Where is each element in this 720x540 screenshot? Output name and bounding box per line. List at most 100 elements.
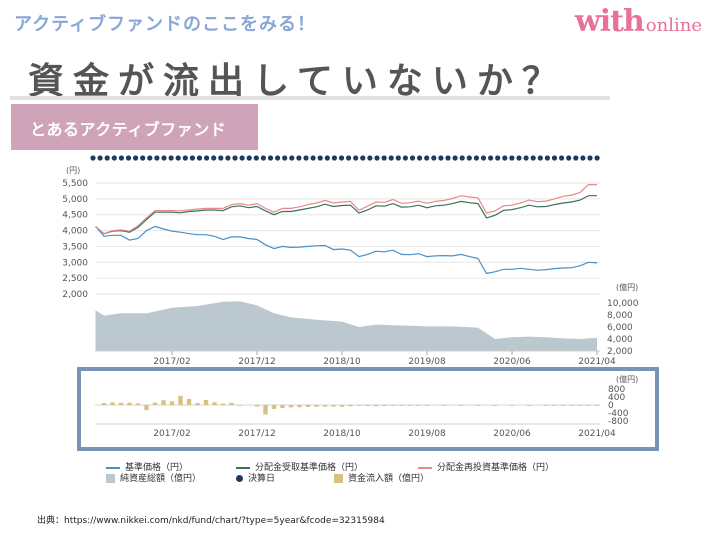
settlement-date-dot	[424, 155, 430, 161]
settlement-date-dot	[530, 155, 536, 161]
flow-y-tick-label: 800	[608, 385, 625, 395]
legend-item-settlement: 決算日	[236, 471, 275, 484]
flow-bar	[263, 405, 268, 415]
settlement-date-dot	[218, 155, 224, 161]
price-unit-label: (円)	[66, 166, 80, 175]
headline-rule	[10, 96, 610, 100]
settlement-date-dot	[90, 155, 96, 161]
flow-panel-highlight-frame	[77, 367, 659, 451]
settlement-date-dot	[154, 155, 160, 161]
settlement-date-dot	[495, 155, 501, 161]
settlement-date-dot	[204, 155, 210, 161]
eyebrow-label: アクティブファンドのここをみる！	[14, 14, 317, 35]
settlement-date-dot	[381, 155, 387, 161]
legend-label: 純資産総額（億円）	[120, 474, 202, 484]
settlement-date-dot	[246, 155, 252, 161]
settlement-date-dot	[367, 155, 373, 161]
flow-bar	[305, 405, 311, 407]
settlement-date-dot	[452, 155, 458, 161]
flow-bar	[152, 402, 158, 405]
legend-label: 決算日	[248, 474, 276, 484]
price-y-tick-label: 3,500	[62, 242, 88, 252]
settlement-date-dot	[289, 155, 295, 161]
reinvest-price-line	[95, 184, 597, 235]
settlement-date-dot	[324, 155, 330, 161]
settlement-date-dot	[587, 155, 593, 161]
legend-label: 分配金再投資基準価格（円）	[437, 463, 555, 473]
price-y-tick-label: 5,500	[62, 179, 88, 189]
settlement-date-dot	[346, 155, 352, 161]
settlement-date-dot	[466, 155, 472, 161]
x-tick-label: 2020/06	[493, 357, 531, 367]
assets-y-tick-label: 6,000	[607, 323, 633, 333]
settlement-date-dot	[196, 155, 203, 161]
settlement-date-dot	[168, 155, 174, 161]
fund-chart: 2,000 2,500 3,000 3,500 4,000 4,500 5,000 5,500…	[62, 155, 639, 439]
flow-bar	[271, 405, 277, 409]
settlement-date-dot	[317, 155, 323, 161]
flow-bar	[322, 405, 328, 407]
with-online-logo[interactable]: with online	[575, 4, 702, 39]
price-y-tick-label: 4,000	[62, 227, 88, 237]
flow-bar	[509, 405, 515, 406]
price-y-tick-label: 5,000	[62, 195, 88, 205]
settlement-date-dot	[310, 155, 316, 161]
flow-bar	[144, 405, 149, 411]
flow-bar	[297, 405, 302, 408]
legend-swatch-reinvest-price	[418, 466, 432, 469]
flow-bar	[220, 403, 226, 405]
settlement-date-dot	[133, 155, 139, 161]
settlement-date-dot	[331, 155, 337, 161]
flow-x-tick-label: 2018/10	[323, 429, 361, 439]
legend-item-reinvest-price: 分配金再投資基準価格（円）	[418, 460, 554, 473]
flow-bar	[416, 405, 421, 406]
settlement-date-dot	[516, 155, 522, 161]
net-assets-area	[95, 301, 597, 351]
settlement-date-dot	[409, 155, 416, 161]
flow-x-tick-label: 2021/04	[578, 429, 616, 439]
settlement-date-dot	[125, 155, 132, 161]
settlement-date-dot	[118, 155, 124, 161]
assets-y-tick-label: 10,000	[607, 299, 639, 309]
settlement-date-dot	[388, 155, 394, 161]
price-y-tick-label: 4,500	[62, 211, 88, 221]
assets-y-tick-label: 4,000	[607, 335, 633, 345]
flow-bar	[169, 401, 175, 405]
flow-bar	[458, 405, 464, 406]
settlement-date-dot	[303, 155, 309, 161]
page-headline: 資金が流出していないか？	[28, 61, 567, 102]
settlement-date-dot	[537, 155, 543, 161]
settlement-date-dot	[225, 155, 231, 161]
flow-bar	[552, 405, 557, 406]
settlement-date-dot	[147, 155, 153, 161]
settlement-date-dot	[551, 155, 558, 161]
legend-label: 基準価格（円）	[125, 463, 189, 473]
settlement-date-dot	[402, 155, 408, 161]
flow-unit-label: (億円)	[616, 374, 638, 384]
flow-y-tick-label: -400	[608, 409, 629, 419]
x-tick-label: 2021/04	[578, 357, 616, 367]
base-price-line	[95, 225, 598, 275]
legend-swatch-base-price	[106, 466, 120, 469]
settlement-date-dot	[573, 155, 579, 161]
settlement-date-dot	[175, 155, 181, 161]
settlement-date-dot	[559, 155, 565, 161]
x-tick-label: 2019/08	[408, 357, 446, 367]
x-tick-label: 2017/12	[238, 357, 275, 367]
x-tick-label: 2018/10	[323, 357, 361, 367]
settlement-date-dot	[374, 155, 380, 161]
settlement-date-dot	[253, 155, 259, 161]
settlement-date-dot	[480, 155, 487, 161]
flow-x-tick-label: 2020/06	[493, 429, 531, 439]
flow-bar	[339, 405, 345, 407]
source-citation: 出典：https://www.nikkei.com/nkd/fund/chart…	[37, 516, 385, 526]
settlement-date-dot	[275, 155, 281, 161]
flow-bar	[195, 403, 200, 405]
settlement-date-dot	[260, 155, 266, 161]
flow-bar	[492, 405, 498, 406]
settlement-date-dot	[111, 155, 117, 161]
flow-x-tick-label: 2017/12	[238, 429, 275, 439]
flow-bar	[373, 405, 379, 407]
settlement-date-dot	[459, 155, 465, 161]
flow-bar	[186, 399, 192, 405]
